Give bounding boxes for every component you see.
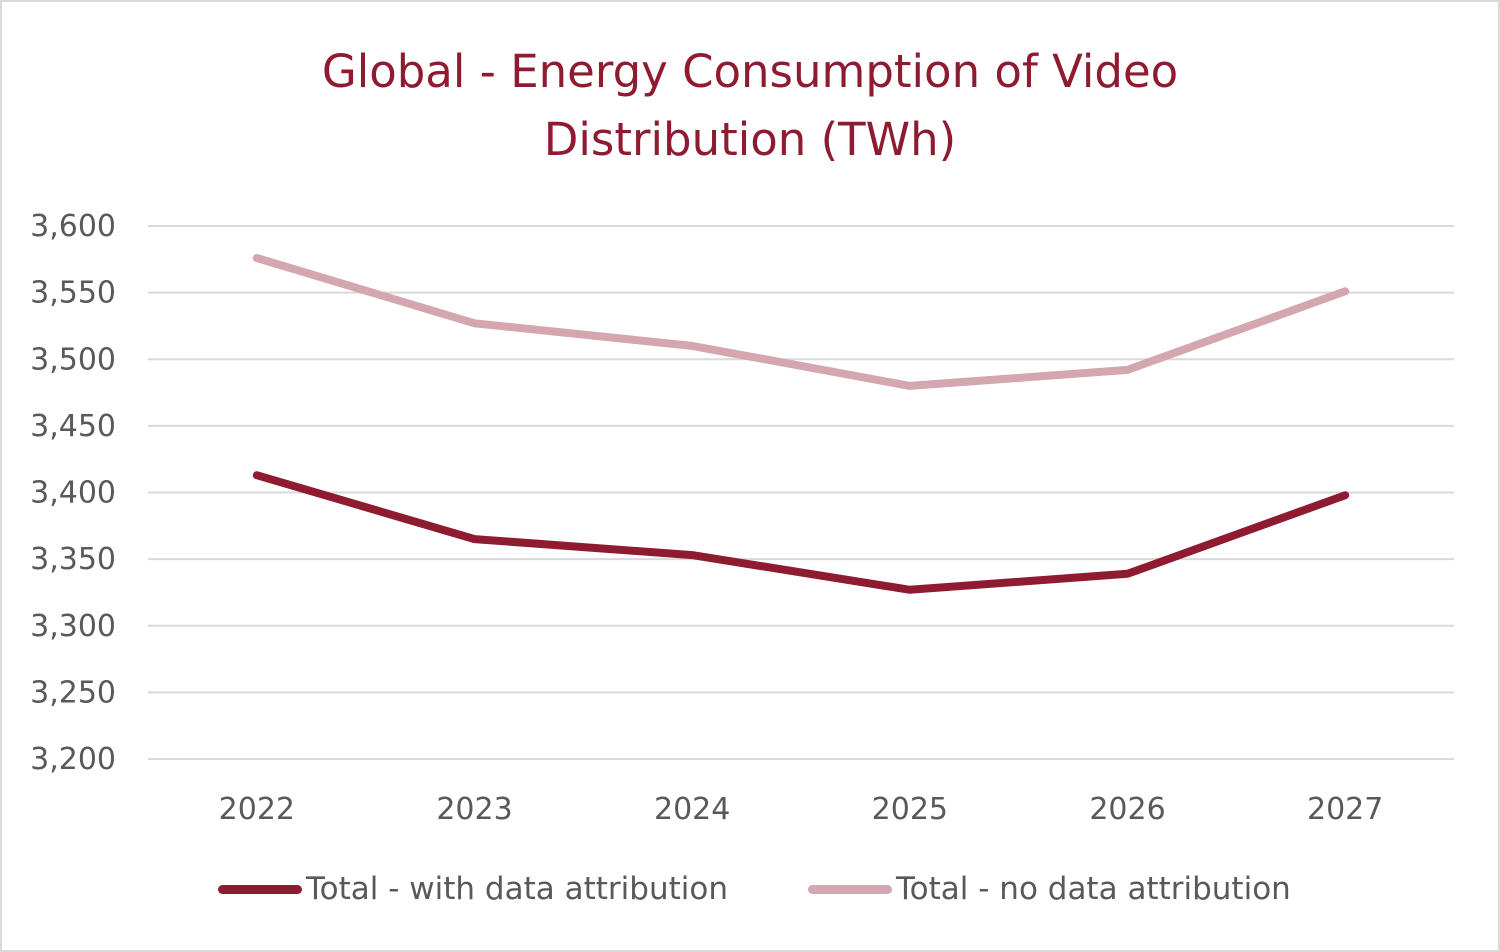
legend-label-no-attribution: Total - no data attribution [896,871,1291,907]
chart-title: Global - Energy Consumption of Video Dis… [0,38,1500,174]
y-tick-label: 3,200 [30,742,116,777]
x-tick-label: 2027 [1307,792,1383,827]
y-tick-label: 3,250 [30,675,116,710]
y-tick-label: 3,400 [30,476,116,511]
x-tick-label: 2022 [219,792,295,827]
legend-swatch-with-attribution [218,884,302,894]
series-line-no-attribution [252,254,1350,390]
y-tick-label: 3,450 [30,409,116,444]
legend-label-with-attribution: Total - with data attribution [306,871,728,907]
legend-item-with-attribution: Total - with data attribution [218,866,728,912]
x-tick-label: 2025 [872,792,948,827]
x-tick-label: 2023 [436,792,512,827]
y-tick-label: 3,300 [30,609,116,644]
chart-title-line-1: Global - Energy Consumption of Video [321,45,1179,98]
x-tick-label: 2026 [1089,792,1165,827]
legend-swatch-no-attribution [808,884,892,894]
y-tick-label: 3,600 [30,209,116,244]
y-tick-label: 3,500 [30,342,116,377]
y-tick-label: 3,550 [30,276,116,311]
chart-legend: Total - with data attribution Total - no… [0,866,1500,912]
series-line-with-attribution [252,471,1350,594]
y-tick-label: 3,350 [30,542,116,577]
legend-item-no-attribution: Total - no data attribution [808,866,1291,912]
x-tick-label: 2024 [654,792,730,827]
chart-title-line-2: Distribution (TWh) [543,113,957,166]
